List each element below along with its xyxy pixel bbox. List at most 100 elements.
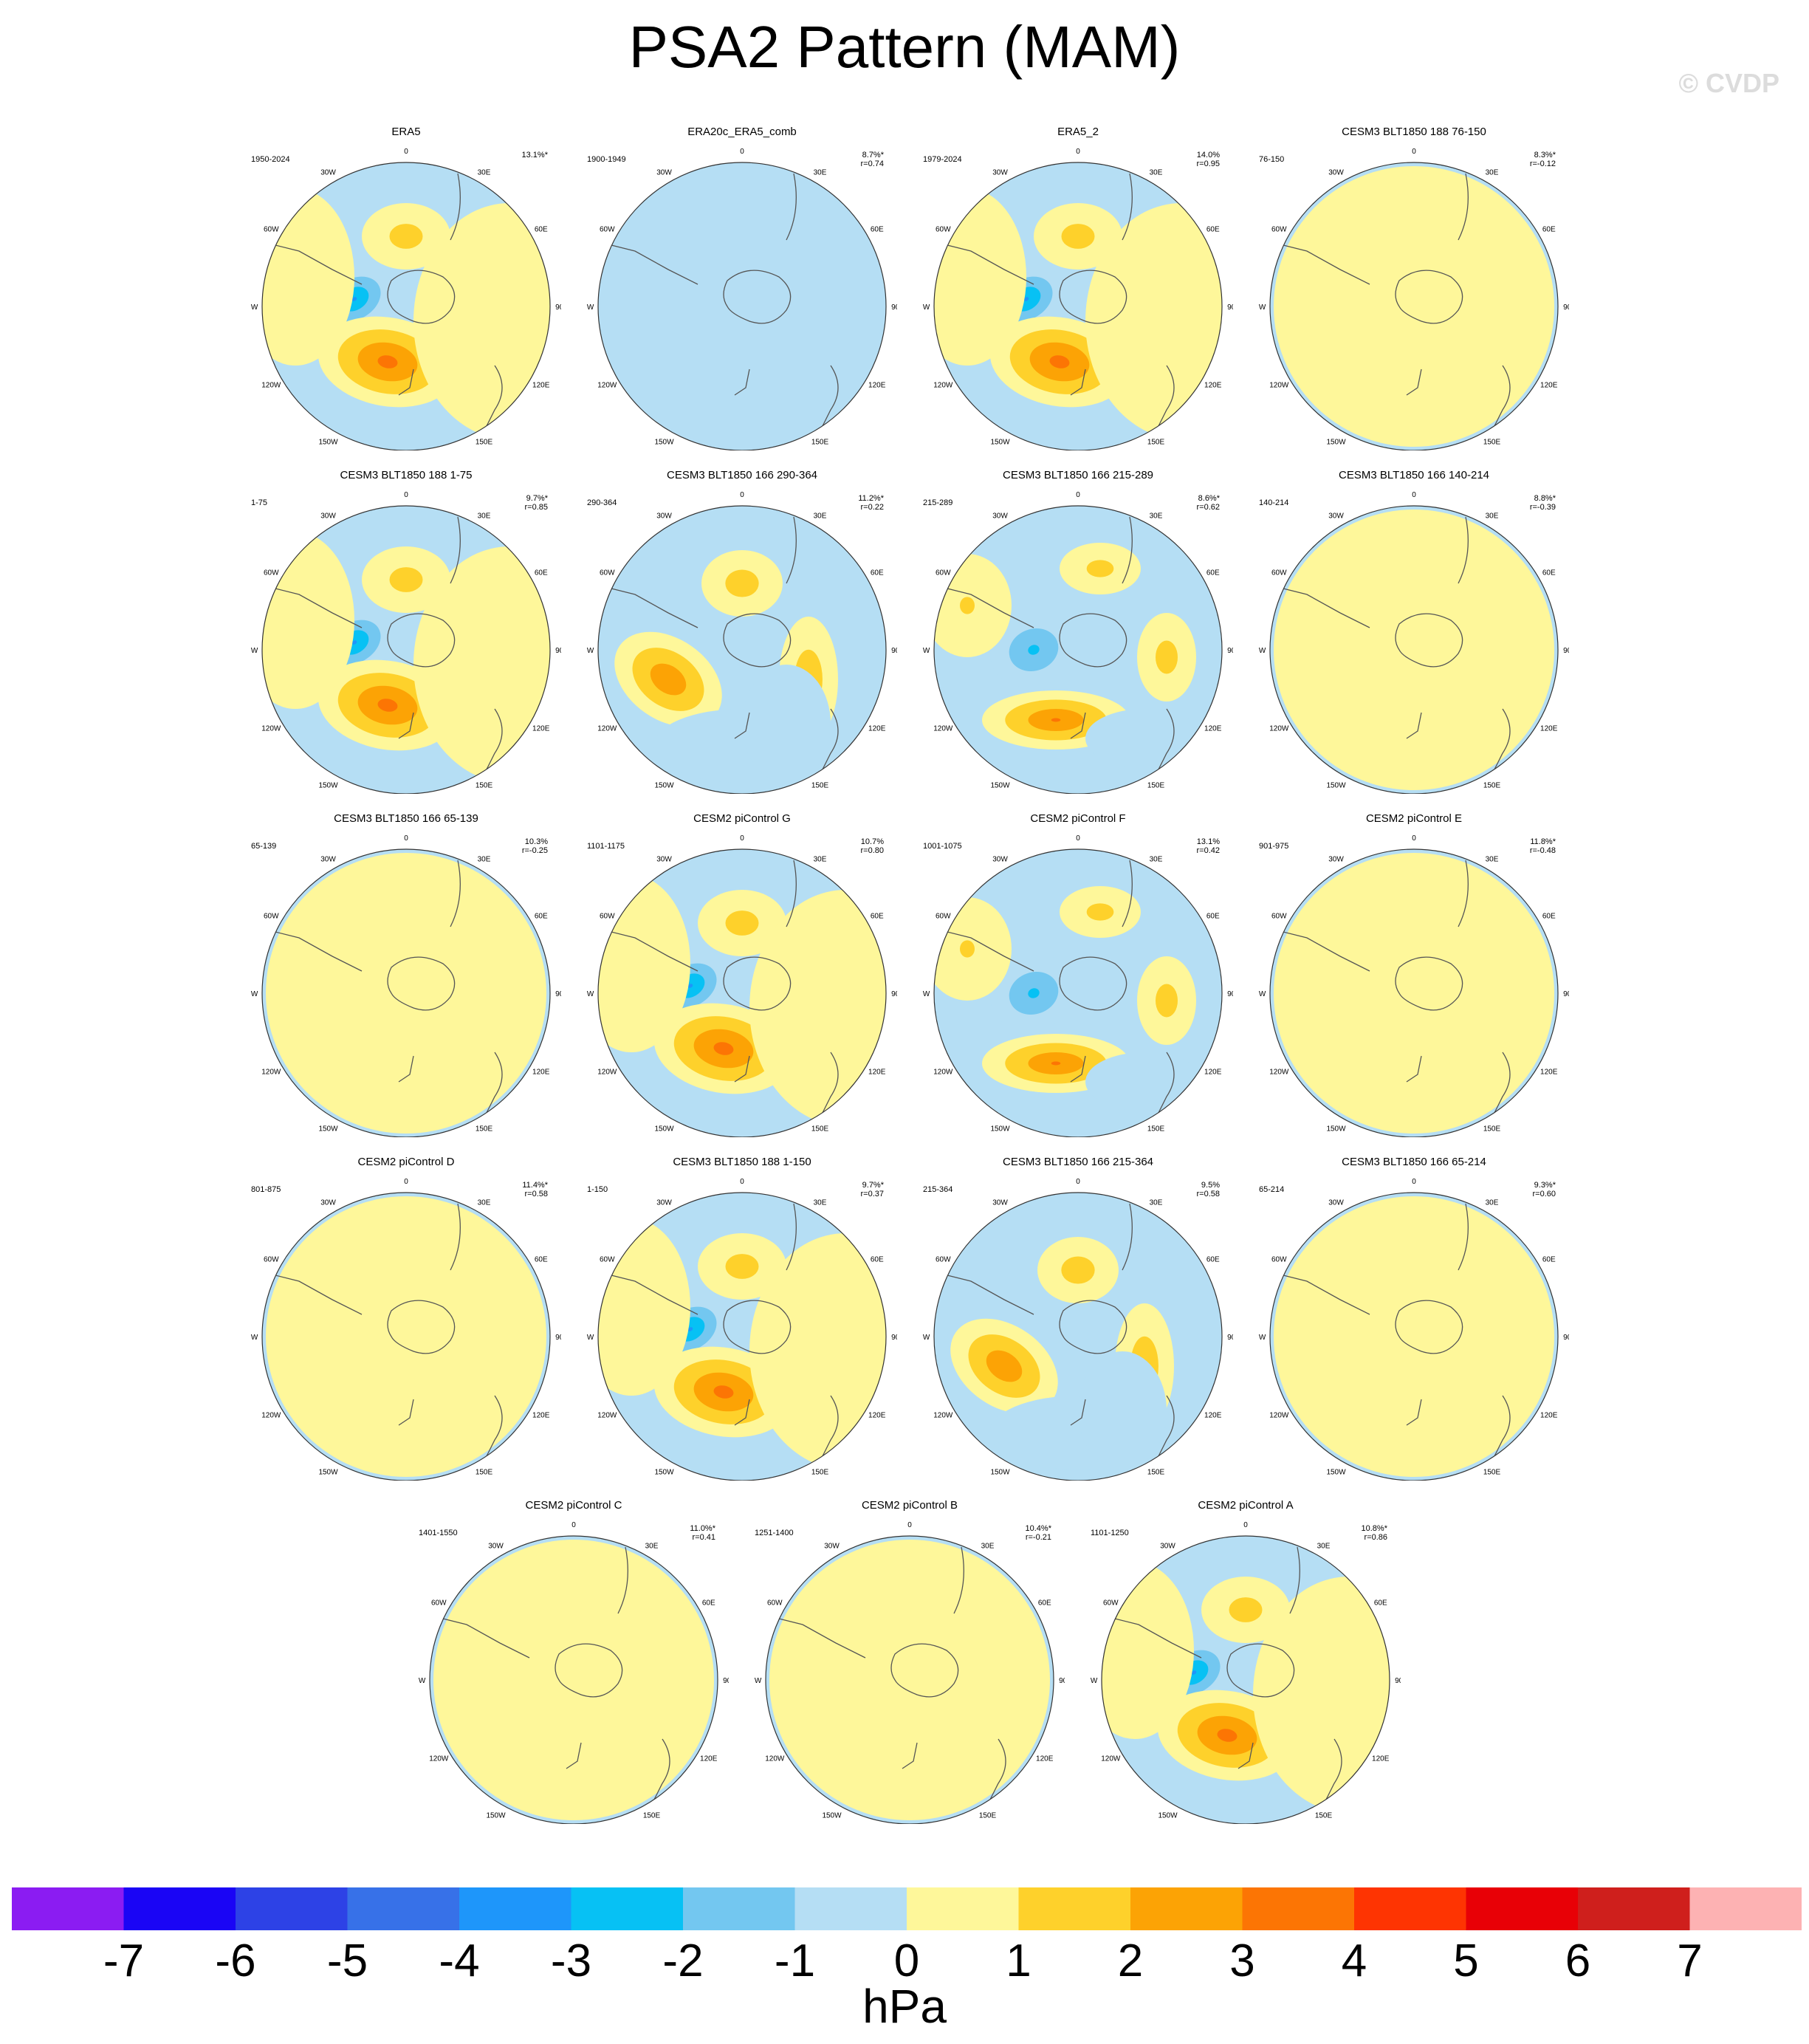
panel-title: CESM3 BLT1850 166 290-364 xyxy=(666,469,818,481)
longitude-label: 30E xyxy=(1486,168,1499,176)
longitude-label: 150W xyxy=(822,1812,842,1820)
panel-pattern-corr: r=0.80 xyxy=(860,846,885,855)
longitude-label: 150E xyxy=(476,439,493,447)
colorbar-swatch xyxy=(1689,1887,1802,1930)
pressure-contour xyxy=(377,355,398,368)
longitude-label: 60E xyxy=(1206,913,1220,921)
pressure-contour xyxy=(1085,709,1204,768)
panel-title: ERA5 xyxy=(391,126,421,138)
longitude-label: 150W xyxy=(318,439,338,447)
longitude-label: 30E xyxy=(814,512,827,520)
longitude-label: 30W xyxy=(320,168,336,176)
longitude-label: 90E xyxy=(723,1677,729,1685)
longitude-label: 90E xyxy=(555,1334,561,1342)
longitude-label: 150E xyxy=(1483,1125,1501,1134)
colorbar-tick-label: -4 xyxy=(439,1935,480,1986)
panel-variance-pct: 8.7%* xyxy=(862,151,884,160)
pressure-contour xyxy=(687,984,693,988)
panel-variance-pct: 10.7% xyxy=(860,837,884,846)
longitude-label: 120E xyxy=(1540,382,1558,390)
panel-variance-pct: 8.6%* xyxy=(1198,494,1220,503)
longitude-label: 90W xyxy=(587,303,594,312)
longitude-label: 90W xyxy=(587,990,594,998)
longitude-label: 60E xyxy=(535,569,548,577)
pressure-contour xyxy=(713,1042,734,1055)
colorbar-tick-label: -7 xyxy=(103,1935,145,1986)
panel-variance-pct: 8.3%* xyxy=(1534,151,1556,160)
map-boundary xyxy=(1269,1192,1559,1481)
longitude-label: 120E xyxy=(868,725,886,733)
panel-title: CESM2 piControl C xyxy=(525,1499,622,1512)
polar-map: 030E60E90E120E150E180150W120W90W60W30W xyxy=(1259,148,1569,450)
longitude-label: 30W xyxy=(1328,1198,1344,1207)
pressure-contour xyxy=(713,1385,734,1399)
panel-stats: 13.1% r=0.42 xyxy=(1197,837,1221,855)
colorbar-swatch xyxy=(571,1887,684,1930)
longitude-label: 120E xyxy=(868,1412,886,1420)
colorbar-tick-label: -1 xyxy=(774,1935,816,1986)
panel-variance-pct: 10.4%* xyxy=(1025,1524,1051,1533)
panel-pattern-corr: r=0.42 xyxy=(1196,846,1221,855)
longitude-label: 150W xyxy=(1158,1812,1178,1820)
panel-pattern-corr: r=-0.25 xyxy=(521,846,548,855)
longitude-label: 90E xyxy=(555,303,561,312)
longitude-label: 60W xyxy=(264,569,279,577)
panel-title: CESM3 BLT1850 188 76-150 xyxy=(1342,126,1486,138)
coastline xyxy=(941,1203,1175,1470)
longitude-label: 60W xyxy=(1271,913,1287,921)
longitude-label: 90W xyxy=(587,1334,594,1342)
longitude-label: 120E xyxy=(1036,1755,1054,1763)
longitude-label: 60W xyxy=(431,1599,447,1608)
coastline xyxy=(269,1203,503,1470)
polar-map: 030E60E90E120E150E180150W120W90W60W30W xyxy=(587,1178,897,1481)
longitude-label: 150E xyxy=(1483,1469,1501,1477)
map-panel: CESM3 BLT1850 188 76-150 76-150 8.3%* r=-0.… xyxy=(1259,126,1569,450)
panel-title: CESM3 BLT1850 166 140-214 xyxy=(1338,469,1490,481)
longitude-label: 30E xyxy=(478,512,491,520)
coastline xyxy=(605,516,839,783)
panel-variance-pct: 9.7%* xyxy=(526,494,548,503)
map-panel: CESM3 BLT1850 166 65-139 65-139 10.3% r=-0.… xyxy=(251,812,561,1137)
longitude-label: 120W xyxy=(933,1069,953,1077)
panel-pattern-corr: r=0.74 xyxy=(860,160,885,168)
longitude-label: 90W xyxy=(1259,647,1266,655)
longitude-label: 90W xyxy=(923,647,930,655)
longitude-label: 60W xyxy=(936,226,951,234)
longitude-label: 0 xyxy=(404,148,408,156)
panel-variance-pct: 8.8%* xyxy=(1534,494,1556,503)
panel-title: CESM2 piControl G xyxy=(693,812,791,825)
map-boundary xyxy=(261,162,551,450)
polar-map: 030E60E90E120E150E180150W120W90W60W30W xyxy=(587,834,897,1137)
longitude-label: 90W xyxy=(251,303,258,312)
pressure-contour xyxy=(377,699,398,712)
pressure-contour xyxy=(1061,224,1095,249)
longitude-label: 90W xyxy=(251,1334,258,1342)
polar-map: 030E60E90E120E150E180150W120W90W60W30W xyxy=(587,491,897,794)
panel-pattern-corr: r=0.58 xyxy=(524,1190,549,1198)
longitude-label: 120W xyxy=(933,725,953,733)
longitude-label: 90E xyxy=(891,990,897,998)
panel-variance-pct: 14.0% xyxy=(1196,151,1220,160)
pressure-contour xyxy=(960,940,975,958)
longitude-label: 90W xyxy=(923,1334,930,1342)
longitude-label: 90E xyxy=(555,647,561,655)
longitude-label: 90E xyxy=(1563,990,1569,998)
map-panel: CESM2 piControl G 1101-1175 10.7% r=0.80 0 30… xyxy=(587,812,897,1137)
longitude-label: 150W xyxy=(990,1469,1010,1477)
coastline xyxy=(269,860,503,1127)
longitude-label: 120E xyxy=(1372,1755,1390,1763)
panel-pattern-corr: r=0.62 xyxy=(1196,503,1221,512)
panel-period: 215-289 xyxy=(923,498,953,507)
pressure-contour xyxy=(602,166,882,447)
longitude-label: 30W xyxy=(824,1542,840,1550)
panel-pattern-corr: r=-0.48 xyxy=(1529,846,1556,855)
longitude-label: 90E xyxy=(1227,303,1233,312)
longitude-label: 60E xyxy=(1542,913,1556,921)
longitude-label: 120E xyxy=(1540,725,1558,733)
pressure-contour xyxy=(266,1196,546,1477)
longitude-label: 90W xyxy=(755,1677,762,1685)
pressure-contour xyxy=(687,1327,693,1331)
panel-variance-pct: 10.3% xyxy=(524,837,548,846)
pressure-contour xyxy=(389,567,423,592)
map-boundary xyxy=(597,162,887,450)
